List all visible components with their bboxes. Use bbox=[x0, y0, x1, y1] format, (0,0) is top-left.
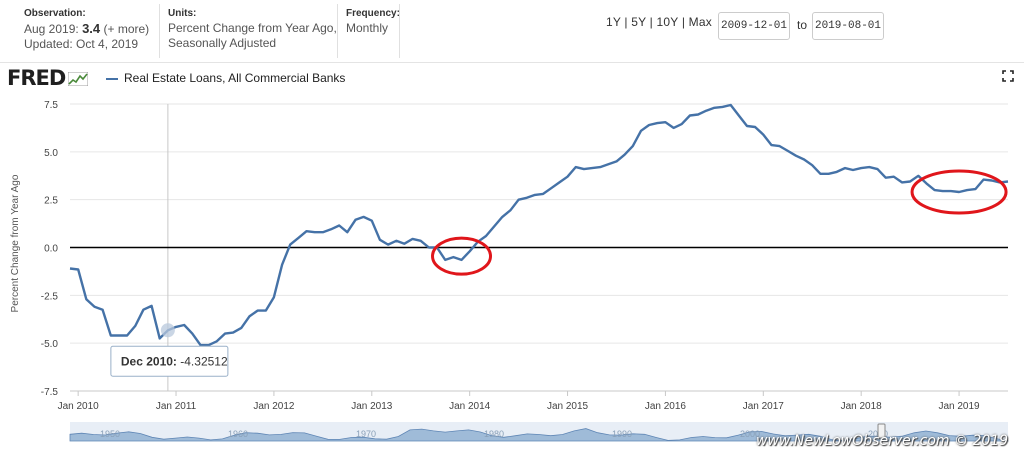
y-tick-label: -2.5 bbox=[41, 291, 59, 302]
navigator-year-label: 1960 bbox=[228, 429, 248, 439]
navigator-year-label: 2000 bbox=[740, 429, 760, 439]
updated-date: Updated: Oct 4, 2019 bbox=[24, 37, 139, 51]
y-axis-title: Percent Change from Year Ago bbox=[10, 174, 21, 312]
navigator-series bbox=[69, 428, 1009, 442]
navigator-year-label: 1980 bbox=[484, 429, 504, 439]
units-line2: Seasonally Adjusted bbox=[168, 36, 277, 50]
observation-value: 3.4 bbox=[82, 21, 101, 36]
observation-block: Observation: Aug 2019: 3.4 (+ more) Upda… bbox=[24, 6, 149, 52]
units-line1: Percent Change from Year Ago, bbox=[168, 21, 337, 35]
tooltip-text: Dec 2010: -4.32512 bbox=[121, 354, 228, 368]
x-tick-label: Jan 2010 bbox=[58, 401, 100, 412]
hover-marker bbox=[160, 323, 175, 338]
x-tick-label: Jan 2012 bbox=[253, 401, 295, 412]
range-5y-button[interactable]: 5Y bbox=[631, 15, 647, 29]
to-label: to bbox=[797, 18, 808, 32]
fullscreen-icon[interactable] bbox=[1002, 70, 1014, 85]
range-10y-button[interactable]: 10Y bbox=[656, 15, 679, 29]
tooltip-box bbox=[110, 345, 229, 377]
y-axis: 7.5 5.0 2.5 0.0 -2.5 -5.0 -7.5 bbox=[41, 100, 59, 398]
tooltip: Dec 2010: -4.32512 bbox=[110, 345, 229, 377]
y-tick-label: 2.5 bbox=[44, 196, 58, 207]
frequency-value: Monthly bbox=[346, 21, 389, 35]
range-selector: 1Y | 5Y | 10Y | Max bbox=[606, 15, 712, 29]
observation-label: Observation: bbox=[24, 8, 86, 19]
y-tick-label: 0.0 bbox=[44, 244, 58, 255]
navigator[interactable]: 1950196019701980199020002010 bbox=[69, 422, 1009, 442]
top-bar: Observation: Aug 2019: 3.4 (+ more) Upda… bbox=[0, 0, 1024, 63]
navigator-year-label: 1990 bbox=[612, 429, 632, 439]
series-line bbox=[69, 103, 1009, 347]
units-block: Units: Percent Change from Year Ago, Sea… bbox=[168, 6, 337, 51]
divider bbox=[399, 4, 400, 58]
legend: Real Estate Loans, All Commercial Banks bbox=[106, 71, 345, 85]
fred-logo: FRED bbox=[7, 66, 89, 90]
divider bbox=[337, 4, 338, 58]
x-tick-label: Jan 2015 bbox=[547, 401, 589, 412]
watermark: www.NewLowObserver.com © 2019 bbox=[756, 433, 1009, 449]
observation-more-link[interactable]: (+ more) bbox=[103, 22, 150, 36]
legend-series-label: Real Estate Loans, All Commercial Banks bbox=[124, 71, 346, 85]
x-axis: Jan 2010 Jan 2011 Jan 2012 Jan 2013 Jan 2014… bbox=[58, 391, 980, 412]
range-1y-button[interactable]: 1Y bbox=[606, 15, 621, 29]
y-tick-label: -7.5 bbox=[41, 387, 59, 398]
annotations bbox=[431, 169, 1008, 276]
tooltip-date: Dec 2010: bbox=[121, 354, 177, 368]
frequency-label: Frequency: bbox=[346, 8, 400, 19]
y-tick-label: 5.0 bbox=[44, 148, 58, 159]
annotation-ellipse bbox=[431, 236, 493, 276]
x-tick-label: Jan 2019 bbox=[938, 401, 980, 412]
annotation-ellipse bbox=[910, 169, 1008, 215]
x-tick-label: Jan 2017 bbox=[743, 401, 785, 412]
navigator-year-label: 1970 bbox=[356, 429, 376, 439]
x-tick-label: Jan 2016 bbox=[645, 401, 687, 412]
divider bbox=[159, 4, 160, 58]
observation-date: Aug 2019: bbox=[24, 22, 79, 36]
tooltip-value: -4.32512 bbox=[180, 354, 228, 368]
y-tick-label: 7.5 bbox=[44, 100, 58, 111]
navigator-handle[interactable] bbox=[877, 423, 886, 439]
navigator-year-label: 1950 bbox=[100, 429, 120, 439]
x-tick-label: Jan 2011 bbox=[156, 401, 197, 412]
frequency-block: Frequency: Monthly bbox=[346, 6, 400, 36]
legend-swatch bbox=[106, 77, 118, 80]
units-label: Units: bbox=[168, 8, 197, 19]
x-tick-label: Jan 2014 bbox=[449, 401, 491, 412]
start-date-input[interactable]: 2009-12-01 bbox=[718, 12, 790, 40]
x-tick-label: Jan 2018 bbox=[841, 401, 883, 412]
range-max-button[interactable]: Max bbox=[688, 15, 712, 29]
end-date-input[interactable]: 2019-08-01 bbox=[812, 12, 884, 40]
x-tick-label: Jan 2013 bbox=[351, 401, 393, 412]
y-tick-label: -5.0 bbox=[41, 339, 59, 350]
